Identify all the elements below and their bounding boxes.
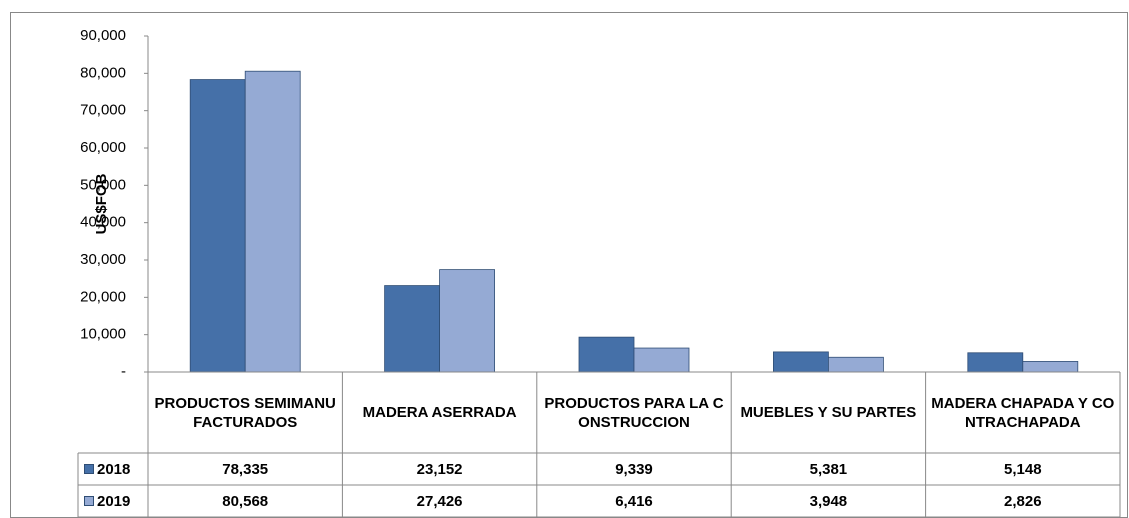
bar bbox=[633, 347, 690, 373]
bar bbox=[773, 351, 829, 373]
table-value: 2,826 bbox=[1004, 492, 1042, 510]
y-tick-label: - bbox=[121, 363, 126, 380]
y-tick-label: 60,000 bbox=[80, 139, 126, 156]
bar bbox=[384, 285, 441, 373]
legend-label: 2018 bbox=[97, 460, 131, 478]
y-tick-label: 20,000 bbox=[80, 288, 126, 305]
category-label: MADERA ASERRADA bbox=[362, 404, 517, 421]
legend-entry: 2019 bbox=[78, 485, 148, 517]
bar bbox=[1022, 361, 1079, 373]
category-label: PRODUCTOS PARA LA CONSTRUCCION bbox=[544, 394, 724, 431]
table-value: 5,148 bbox=[1004, 460, 1042, 478]
legend-swatch bbox=[84, 464, 94, 474]
y-tick-label: 30,000 bbox=[80, 251, 126, 268]
table-value: 3,948 bbox=[809, 492, 848, 510]
bar bbox=[967, 352, 1024, 373]
category-label: PRODUCTOS SEMIMANUFACTURADOS bbox=[154, 394, 336, 431]
y-tick-label: 80,000 bbox=[80, 64, 126, 81]
table-value: 78,335 bbox=[222, 460, 269, 478]
bar bbox=[439, 269, 496, 373]
table-value: 23,152 bbox=[416, 460, 463, 478]
bar bbox=[828, 356, 884, 373]
legend-entry: 2018 bbox=[78, 453, 148, 485]
bar bbox=[244, 70, 301, 373]
table-value: 27,426 bbox=[416, 492, 463, 510]
y-tick-label: 70,000 bbox=[80, 102, 126, 119]
bar bbox=[578, 336, 635, 373]
table-value: 6,416 bbox=[615, 492, 653, 510]
y-tick-label: 40,000 bbox=[80, 214, 126, 231]
y-tick-label: 10,000 bbox=[80, 326, 126, 343]
category-label: MADERA CHAPADA Y CONTRACHAPADA bbox=[931, 394, 1115, 431]
y-axis-label: US$FOB bbox=[93, 173, 110, 234]
category-label: MUEBLES Y SU PARTES bbox=[740, 404, 917, 421]
y-tick-label: 50,000 bbox=[80, 176, 126, 193]
table-value: 80,568 bbox=[222, 492, 269, 510]
legend-swatch bbox=[84, 496, 94, 506]
table-value: 5,381 bbox=[809, 460, 848, 478]
y-tick-label: 90,000 bbox=[80, 27, 126, 44]
legend-label: 2019 bbox=[97, 492, 131, 510]
bar bbox=[189, 79, 246, 373]
table-value: 9,339 bbox=[615, 460, 653, 478]
